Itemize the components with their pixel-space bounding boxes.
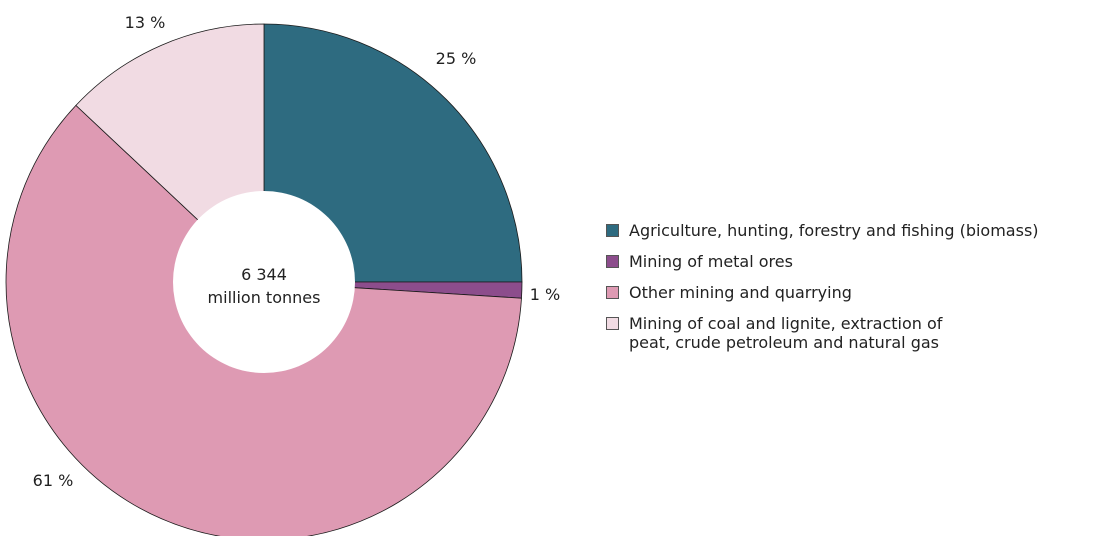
legend-label: Agriculture, hunting, forestry and fishi… (629, 221, 1039, 240)
legend-item: Mining of metal ores (606, 252, 1111, 271)
center-value: 6 344 (241, 265, 287, 284)
slice-percent-label: 25 % (436, 49, 477, 68)
slice-percent-label: 1 % (530, 285, 560, 304)
legend-label: Mining of coal and lignite, extraction o… (629, 314, 943, 352)
pie-slice (263, 23, 523, 283)
legend-item: Mining of coal and lignite, extraction o… (606, 314, 1111, 352)
legend-item: Other mining and quarrying (606, 283, 1111, 302)
donut-hole (173, 191, 355, 373)
center-unit: million tonnes (208, 288, 321, 307)
chart-legend: Agriculture, hunting, forestry and fishi… (606, 221, 1111, 364)
slice-labels: 25 % 1 % 61 % 13 % (33, 13, 561, 490)
legend-swatch (606, 255, 619, 268)
donut-chart: 25 % 1 % 61 % 13 % 6 344 million tonnes (5, 13, 561, 536)
legend-label: Mining of metal ores (629, 252, 793, 271)
legend-swatch (606, 224, 619, 237)
legend-swatch (606, 317, 619, 330)
slice-percent-label: 61 % (33, 471, 74, 490)
legend-label: Other mining and quarrying (629, 283, 852, 302)
legend-swatch (606, 286, 619, 299)
legend-item: Agriculture, hunting, forestry and fishi… (606, 221, 1111, 240)
slice-percent-label: 13 % (125, 13, 166, 32)
